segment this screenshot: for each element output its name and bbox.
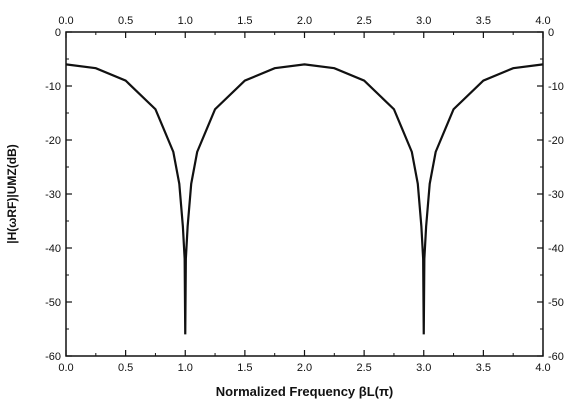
y-tick-label-right: -50 <box>548 297 564 309</box>
plot-frame <box>65 31 544 357</box>
x-tick-label-top: 4.0 <box>535 15 550 27</box>
x-axis-top: 0.0 0.5 1.0 1.5 2.0 2.5 3.0 3.5 4.0 <box>58 15 551 38</box>
x-tick-label-top: 1.0 <box>178 15 193 27</box>
y-axis-title: |H(ωRF)|UMZ(dB) <box>5 144 19 244</box>
y-tick-label-left: -50 <box>45 297 61 309</box>
y-axis-right: 0 -10 -20 -30 -40 -50 -60 <box>537 27 564 363</box>
x-tick-label-bottom: 2.0 <box>297 362 312 374</box>
y-tick-label-left: 0 <box>55 27 61 39</box>
y-tick-label-right: -30 <box>548 189 564 201</box>
y-tick-label-right: 0 <box>548 27 554 39</box>
data-series-line <box>65 63 544 335</box>
y-tick-label-right: -20 <box>548 135 564 147</box>
x-tick-label-bottom: 0.0 <box>58 362 73 374</box>
x-tick-label-bottom: 1.0 <box>178 362 193 374</box>
x-tick-label-top: 2.5 <box>356 15 371 27</box>
x-tick-label-top: 3.0 <box>416 15 431 27</box>
x-tick-label-top: 2.0 <box>297 15 312 27</box>
x-tick-label-top: 0.0 <box>58 15 73 27</box>
y-tick-label-right: -10 <box>548 81 564 93</box>
x-tick-label-top: 3.5 <box>476 15 491 27</box>
x-tick-label-bottom: 3.0 <box>416 362 431 374</box>
y-tick-label-right: -40 <box>548 243 564 255</box>
x-tick-label-bottom: 3.5 <box>476 362 491 374</box>
y-tick-label-right: -60 <box>548 351 564 363</box>
y-tick-label-left: -40 <box>45 243 61 255</box>
y-tick-label-left: -30 <box>45 189 61 201</box>
x-tick-label-bottom: 2.5 <box>356 362 371 374</box>
y-tick-label-left: -60 <box>45 351 61 363</box>
x-tick-label-top: 0.5 <box>118 15 133 27</box>
x-axis-bottom: 0.0 0.5 1.0 1.5 2.0 2.5 3.0 3.5 4.0 <box>58 350 551 374</box>
y-tick-label-left: -20 <box>45 135 61 147</box>
y-axis-left: 0 -10 -20 -30 -40 -50 -60 <box>45 27 72 363</box>
x-tick-label-bottom: 4.0 <box>535 362 550 374</box>
x-tick-label-bottom: 1.5 <box>237 362 252 374</box>
x-axis-title: Normalized Frequency βL(π) <box>216 384 394 399</box>
x-tick-label-top: 1.5 <box>237 15 252 27</box>
x-tick-label-bottom: 0.5 <box>118 362 133 374</box>
y-tick-label-left: -10 <box>45 81 61 93</box>
